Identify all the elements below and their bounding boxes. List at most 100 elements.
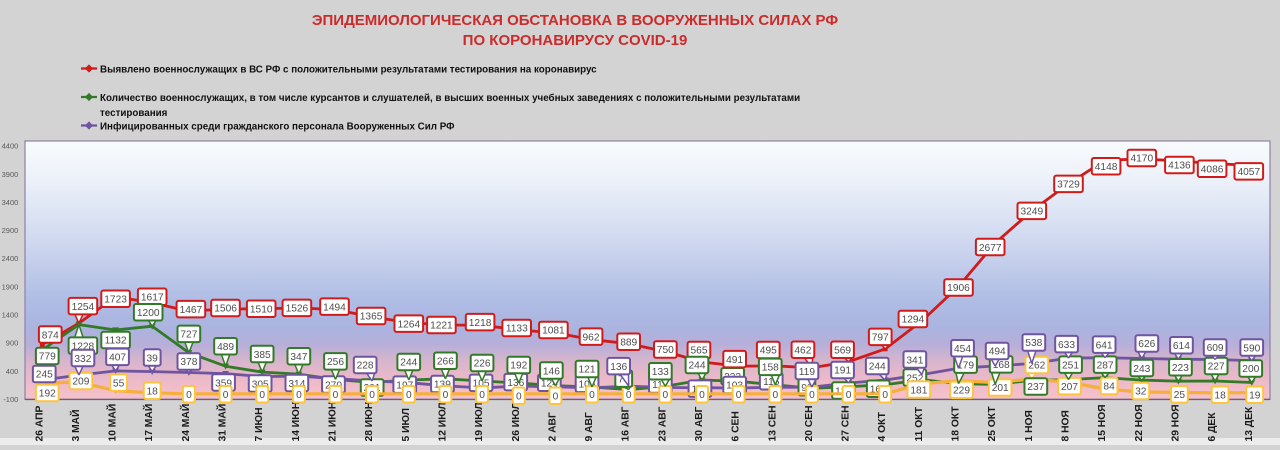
svg-text:-100: -100: [3, 395, 18, 404]
svg-text:0: 0: [479, 390, 485, 401]
svg-text:13 СЕН: 13 СЕН: [767, 405, 778, 441]
svg-text:ЭПИДЕМИОЛОГИЧЕСКАЯ ОБСТАНОВКА: ЭПИДЕМИОЛОГИЧЕСКАЯ ОБСТАНОВКА В ВООРУЖЕН…: [312, 12, 839, 29]
svg-text:244: 244: [689, 361, 706, 372]
svg-text:1228: 1228: [72, 341, 95, 352]
svg-text:569: 569: [834, 345, 851, 356]
svg-text:244: 244: [869, 362, 886, 373]
svg-text:105: 105: [473, 379, 490, 390]
svg-text:262: 262: [1028, 361, 1045, 372]
svg-text:0: 0: [699, 390, 705, 401]
svg-text:3900: 3900: [2, 170, 19, 179]
svg-text:237: 237: [1027, 382, 1044, 393]
svg-text:1494: 1494: [323, 302, 346, 313]
svg-text:19 ИЮЛ: 19 ИЮЛ: [474, 402, 485, 441]
svg-text:27 СЕН: 27 СЕН: [841, 405, 852, 441]
svg-text:633: 633: [1058, 340, 1075, 351]
svg-text:17 МАЙ: 17 МАЙ: [142, 404, 155, 442]
svg-text:0: 0: [223, 390, 229, 401]
svg-text:0: 0: [369, 390, 375, 401]
svg-text:378: 378: [180, 357, 197, 368]
svg-text:1254: 1254: [72, 302, 95, 313]
svg-text:609: 609: [1207, 343, 1224, 354]
svg-text:84: 84: [1103, 382, 1115, 393]
svg-text:2 АВГ: 2 АВГ: [547, 412, 558, 441]
svg-text:Количество военнослужащих, в т: Количество военнослужащих, в том числе к…: [100, 93, 800, 104]
svg-text:1617: 1617: [141, 292, 164, 303]
svg-text:0: 0: [882, 390, 888, 401]
svg-text:538: 538: [1025, 338, 1042, 349]
svg-text:200: 200: [1242, 364, 1259, 375]
svg-text:20 СЕН: 20 СЕН: [804, 405, 815, 441]
svg-text:2677: 2677: [979, 243, 1002, 254]
svg-text:256: 256: [327, 357, 344, 368]
svg-text:495: 495: [760, 346, 777, 357]
svg-text:228: 228: [357, 361, 374, 372]
svg-text:25 ОКТ: 25 ОКТ: [987, 406, 998, 442]
svg-text:797: 797: [872, 333, 889, 344]
svg-text:209: 209: [72, 377, 89, 388]
svg-text:223: 223: [1172, 363, 1189, 374]
svg-text:133: 133: [652, 367, 669, 378]
svg-text:226: 226: [474, 359, 491, 370]
svg-text:4 ОКТ: 4 ОКТ: [877, 411, 888, 441]
svg-text:0: 0: [589, 390, 595, 401]
svg-text:305: 305: [252, 379, 269, 390]
svg-text:168: 168: [993, 360, 1010, 371]
svg-text:3249: 3249: [1020, 207, 1043, 218]
svg-text:462: 462: [794, 346, 811, 357]
svg-text:15 НОЯ: 15 НОЯ: [1097, 404, 1108, 441]
svg-text:201: 201: [992, 383, 1009, 394]
svg-text:124: 124: [541, 379, 558, 390]
svg-text:ПО КОРОНАВИРУСУ COVID-19: ПО КОРОНАВИРУСУ COVID-19: [463, 32, 688, 49]
svg-text:4148: 4148: [1095, 162, 1118, 173]
svg-text:18: 18: [147, 387, 159, 398]
svg-text:489: 489: [217, 342, 234, 353]
svg-text:0: 0: [406, 390, 412, 401]
svg-text:1467: 1467: [180, 305, 203, 316]
svg-text:889: 889: [620, 337, 637, 348]
svg-text:243: 243: [1133, 364, 1150, 375]
svg-text:2400: 2400: [2, 254, 19, 263]
svg-text:385: 385: [254, 350, 271, 361]
svg-text:192: 192: [510, 361, 527, 372]
svg-text:4057: 4057: [1237, 167, 1260, 178]
svg-text:4170: 4170: [1130, 154, 1153, 165]
svg-text:1900: 1900: [2, 282, 19, 291]
svg-text:407: 407: [109, 353, 126, 364]
svg-text:7 ИЮН: 7 ИЮН: [254, 407, 265, 441]
svg-text:641: 641: [1096, 340, 1113, 351]
svg-text:874: 874: [42, 330, 59, 341]
svg-text:32: 32: [1135, 387, 1147, 398]
svg-text:252: 252: [906, 373, 923, 384]
svg-text:0: 0: [736, 390, 742, 401]
svg-text:0: 0: [443, 390, 449, 401]
svg-text:1081: 1081: [542, 326, 565, 337]
svg-text:0: 0: [186, 390, 192, 401]
svg-text:962: 962: [583, 332, 600, 343]
svg-text:4136: 4136: [1168, 161, 1191, 172]
svg-text:1723: 1723: [104, 295, 127, 306]
svg-text:136: 136: [507, 378, 524, 389]
svg-text:314: 314: [288, 379, 305, 390]
svg-text:900: 900: [6, 339, 19, 348]
svg-text:347: 347: [290, 352, 307, 363]
svg-text:0: 0: [333, 390, 339, 401]
svg-text:614: 614: [1173, 341, 1190, 352]
svg-text:Инфицированных среди гражданск: Инфицированных среди гражданского персон…: [100, 122, 455, 133]
svg-text:491: 491: [726, 355, 743, 366]
svg-text:0: 0: [626, 390, 632, 401]
svg-text:727: 727: [180, 330, 197, 341]
svg-text:158: 158: [762, 363, 779, 374]
svg-text:13 ДЕК: 13 ДЕК: [1244, 406, 1255, 442]
svg-text:359: 359: [215, 378, 232, 389]
svg-text:18: 18: [1214, 391, 1226, 402]
svg-text:494: 494: [989, 347, 1006, 358]
svg-text:332: 332: [74, 354, 91, 365]
svg-text:0: 0: [259, 390, 265, 401]
svg-text:30 АВГ: 30 АВГ: [694, 406, 705, 441]
svg-text:251: 251: [1062, 360, 1079, 371]
svg-text:115: 115: [763, 377, 780, 388]
svg-text:341: 341: [906, 355, 923, 366]
svg-text:28 ИЮН: 28 ИЮН: [364, 402, 375, 442]
svg-text:1133: 1133: [506, 324, 528, 335]
